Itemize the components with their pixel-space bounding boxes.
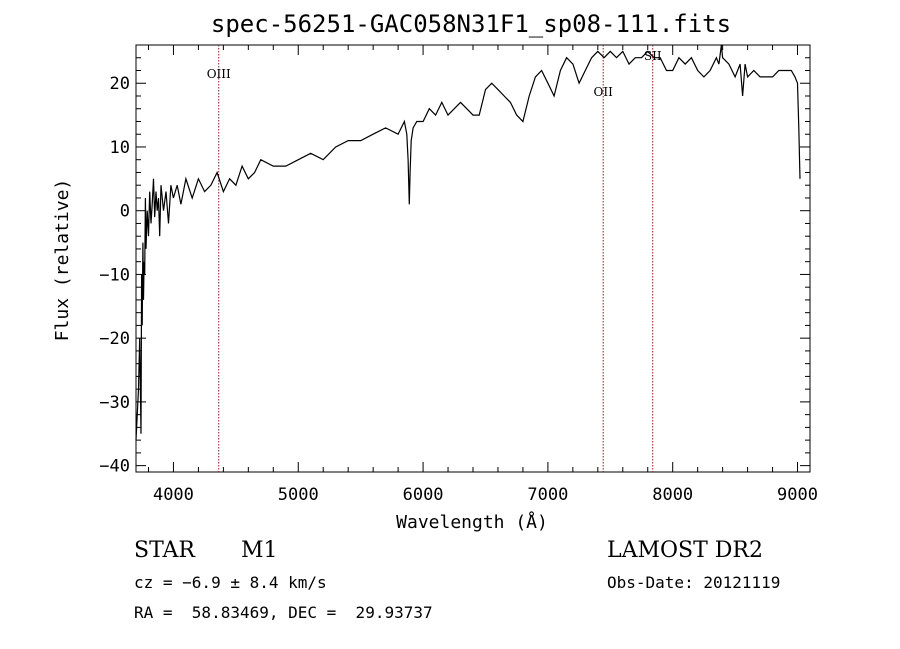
x-axis-label: Wavelength (Å) <box>396 511 548 533</box>
y-tick-label: 10 <box>110 138 130 158</box>
x-axis-ticks: 4000 5000 6000 7000 8000 9000 <box>147 45 818 505</box>
y-tick-label: 0 <box>120 202 130 222</box>
plot-frame <box>135 44 811 473</box>
object-type: STAR <box>134 538 195 563</box>
y-axis-label: Flux (relative) <box>52 179 73 342</box>
survey-name: LAMOST DR2 <box>607 538 763 563</box>
x-tick-label: 8000 <box>652 485 693 505</box>
spectral-line-label: OII <box>594 85 614 99</box>
observation-date: Obs-Date: 20121119 <box>607 573 781 592</box>
object-subclass: M1 <box>241 538 278 563</box>
spectral-line-label: OIII <box>207 67 231 81</box>
y-tick-label: −20 <box>99 329 130 349</box>
x-tick-label: 7000 <box>527 485 568 505</box>
x-tick-label: 6000 <box>403 485 444 505</box>
y-tick-label: 20 <box>110 74 130 94</box>
y-tick-label: −10 <box>99 265 130 285</box>
x-tick-label: 5000 <box>278 485 319 505</box>
ra-dec-coordinates: RA = 58.83469, DEC = 29.93737 <box>134 603 433 622</box>
spectrum-line <box>135 44 801 441</box>
y-axis-ticks: −40 −30 −20 −10 0 10 20 <box>99 57 810 477</box>
y-tick-label: −40 <box>99 457 130 477</box>
y-tick-label: −30 <box>99 393 130 413</box>
chart-title: spec-56251-GAC058N31F1_sp08-111.fits <box>211 10 731 38</box>
redshift-cz: cz = −6.9 ± 8.4 km/s <box>134 573 327 592</box>
x-tick-label: 4000 <box>153 485 194 505</box>
x-tick-label: 9000 <box>777 485 818 505</box>
